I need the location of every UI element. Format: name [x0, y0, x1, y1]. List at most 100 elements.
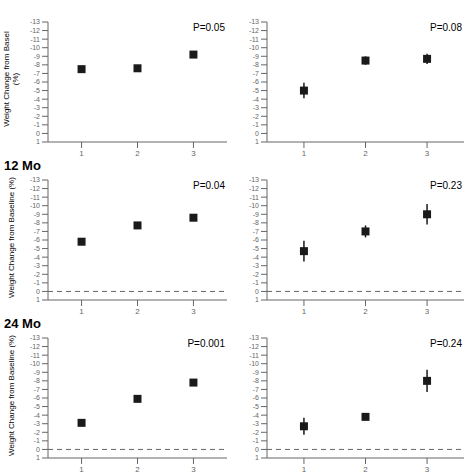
svg-text:3: 3: [191, 465, 196, 474]
svg-text:-5: -5: [253, 87, 259, 94]
svg-text:-5: -5: [253, 403, 259, 410]
svg-text:2: 2: [363, 149, 368, 158]
svg-text:-10: -10: [30, 360, 40, 367]
svg-text:0: 0: [255, 130, 259, 137]
svg-text:-5: -5: [34, 87, 40, 94]
svg-text:2: 2: [363, 465, 368, 474]
svg-text:-4: -4: [34, 254, 40, 261]
svg-text:-2: -2: [253, 271, 259, 278]
svg-text:-7: -7: [253, 228, 259, 235]
svg-text:-12: -12: [30, 27, 40, 34]
svg-text:-4: -4: [253, 412, 259, 419]
svg-text:-9: -9: [253, 211, 259, 218]
svg-text:-13: -13: [30, 334, 40, 341]
svg-text:-2: -2: [253, 113, 259, 120]
svg-text:-5: -5: [34, 403, 40, 410]
svg-text:-6: -6: [34, 394, 40, 401]
svg-text:1: 1: [36, 296, 40, 303]
svg-text:-13: -13: [249, 18, 259, 25]
svg-text:-12: -12: [249, 27, 259, 34]
svg-text:-3: -3: [34, 420, 40, 427]
svg-text:0: 0: [36, 446, 40, 453]
svg-text:1: 1: [302, 307, 307, 316]
svg-text:-7: -7: [34, 386, 40, 393]
svg-text:-1: -1: [253, 279, 259, 286]
svg-text:-12: -12: [249, 343, 259, 350]
svg-text:-8: -8: [253, 377, 259, 384]
svg-text:-3: -3: [253, 262, 259, 269]
svg-text:-6: -6: [253, 78, 259, 85]
svg-text:-10: -10: [249, 360, 259, 367]
svg-text:-13: -13: [249, 176, 259, 183]
svg-text:1: 1: [36, 454, 40, 461]
svg-text:-6: -6: [34, 236, 40, 243]
svg-text:-1: -1: [34, 121, 40, 128]
svg-text:-12: -12: [30, 343, 40, 350]
svg-text:-10: -10: [30, 202, 40, 209]
svg-text:-11: -11: [249, 194, 259, 201]
svg-text:-4: -4: [34, 412, 40, 419]
svg-text:0: 0: [255, 288, 259, 295]
svg-text:3: 3: [425, 465, 430, 474]
svg-text:-4: -4: [253, 254, 259, 261]
svg-text:-2: -2: [34, 429, 40, 436]
svg-text:-2: -2: [34, 113, 40, 120]
svg-text:-11: -11: [30, 36, 40, 43]
svg-text:-8: -8: [34, 61, 40, 68]
svg-text:-3: -3: [34, 262, 40, 269]
svg-text:-13: -13: [249, 334, 259, 341]
svg-text:-10: -10: [249, 44, 259, 51]
svg-text:-12: -12: [249, 185, 259, 192]
svg-text:-10: -10: [30, 44, 40, 51]
svg-text:-9: -9: [34, 53, 40, 60]
svg-text:-9: -9: [253, 53, 259, 60]
svg-text:-7: -7: [253, 70, 259, 77]
svg-text:-4: -4: [34, 96, 40, 103]
svg-text:-11: -11: [30, 352, 40, 359]
svg-text:1: 1: [79, 465, 84, 474]
svg-text:1: 1: [302, 465, 307, 474]
svg-text:0: 0: [255, 446, 259, 453]
svg-text:-2: -2: [253, 429, 259, 436]
svg-text:-11: -11: [249, 36, 259, 43]
svg-text:1: 1: [36, 138, 40, 145]
svg-text:-1: -1: [34, 279, 40, 286]
svg-text:-11: -11: [249, 352, 259, 359]
svg-text:-7: -7: [34, 228, 40, 235]
svg-text:3: 3: [425, 307, 430, 316]
svg-text:-11: -11: [30, 194, 40, 201]
svg-text:-6: -6: [34, 78, 40, 85]
svg-text:1: 1: [255, 138, 259, 145]
svg-text:1: 1: [79, 149, 84, 158]
svg-text:2: 2: [135, 465, 140, 474]
svg-text:-1: -1: [34, 437, 40, 444]
svg-text:0: 0: [36, 130, 40, 137]
svg-text:-4: -4: [253, 96, 259, 103]
svg-text:1: 1: [255, 454, 259, 461]
svg-text:-3: -3: [253, 420, 259, 427]
svg-text:-5: -5: [34, 245, 40, 252]
svg-text:-6: -6: [253, 236, 259, 243]
svg-text:-6: -6: [253, 394, 259, 401]
svg-text:1: 1: [79, 307, 84, 316]
svg-text:1: 1: [255, 296, 259, 303]
svg-text:-8: -8: [34, 219, 40, 226]
svg-text:-7: -7: [253, 386, 259, 393]
svg-text:3: 3: [425, 149, 430, 158]
svg-text:3: 3: [191, 149, 196, 158]
svg-text:2: 2: [363, 307, 368, 316]
svg-text:-12: -12: [30, 185, 40, 192]
svg-text:-5: -5: [253, 245, 259, 252]
svg-text:0: 0: [36, 288, 40, 295]
svg-text:-3: -3: [253, 104, 259, 111]
svg-text:-8: -8: [253, 219, 259, 226]
svg-text:-2: -2: [34, 271, 40, 278]
svg-text:-9: -9: [34, 211, 40, 218]
svg-text:-9: -9: [34, 369, 40, 376]
svg-text:-9: -9: [253, 369, 259, 376]
svg-text:-13: -13: [30, 18, 40, 25]
svg-text:2: 2: [135, 149, 140, 158]
svg-text:2: 2: [135, 307, 140, 316]
svg-text:-8: -8: [253, 61, 259, 68]
svg-text:1: 1: [302, 149, 307, 158]
